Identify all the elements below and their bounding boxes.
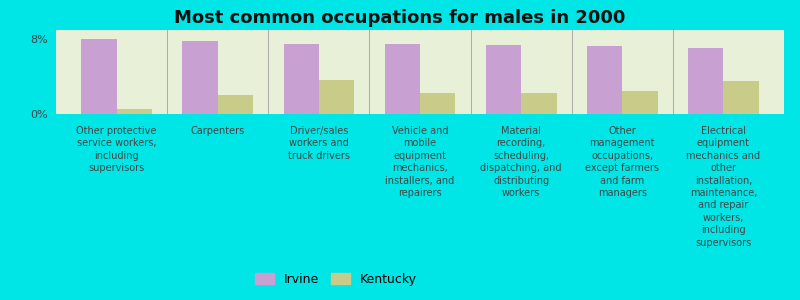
Bar — [622, 91, 658, 114]
Bar — [182, 41, 218, 114]
Bar — [521, 94, 557, 114]
Text: Other protective
service workers,
including
supervisors: Other protective service workers, includ… — [77, 126, 157, 173]
Text: Electrical
equipment
mechanics and
other
installation,
maintenance,
and repair
w: Electrical equipment mechanics and other… — [686, 126, 760, 248]
Bar — [420, 94, 455, 114]
Bar — [723, 81, 758, 114]
Legend: Irvine, Kentucky: Irvine, Kentucky — [250, 268, 422, 291]
Bar — [117, 109, 152, 114]
Bar — [385, 44, 420, 114]
Bar — [486, 45, 521, 114]
Text: Vehicle and
mobile
equipment
mechanics,
installers, and
repairers: Vehicle and mobile equipment mechanics, … — [386, 126, 454, 198]
Bar — [283, 44, 319, 114]
Text: Carpenters: Carpenters — [190, 126, 245, 136]
Bar — [319, 80, 354, 114]
Bar — [218, 95, 253, 114]
Bar — [587, 46, 622, 114]
Bar — [688, 48, 723, 114]
Text: Material
recording,
scheduling,
dispatching, and
distributing
workers: Material recording, scheduling, dispatch… — [480, 126, 562, 198]
Text: Most common occupations for males in 2000: Most common occupations for males in 200… — [174, 9, 626, 27]
Text: Other
management
occupations,
except farmers
and farm
managers: Other management occupations, except far… — [586, 126, 659, 198]
Bar — [82, 39, 117, 114]
Text: Driver/sales
workers and
truck drivers: Driver/sales workers and truck drivers — [288, 126, 350, 161]
